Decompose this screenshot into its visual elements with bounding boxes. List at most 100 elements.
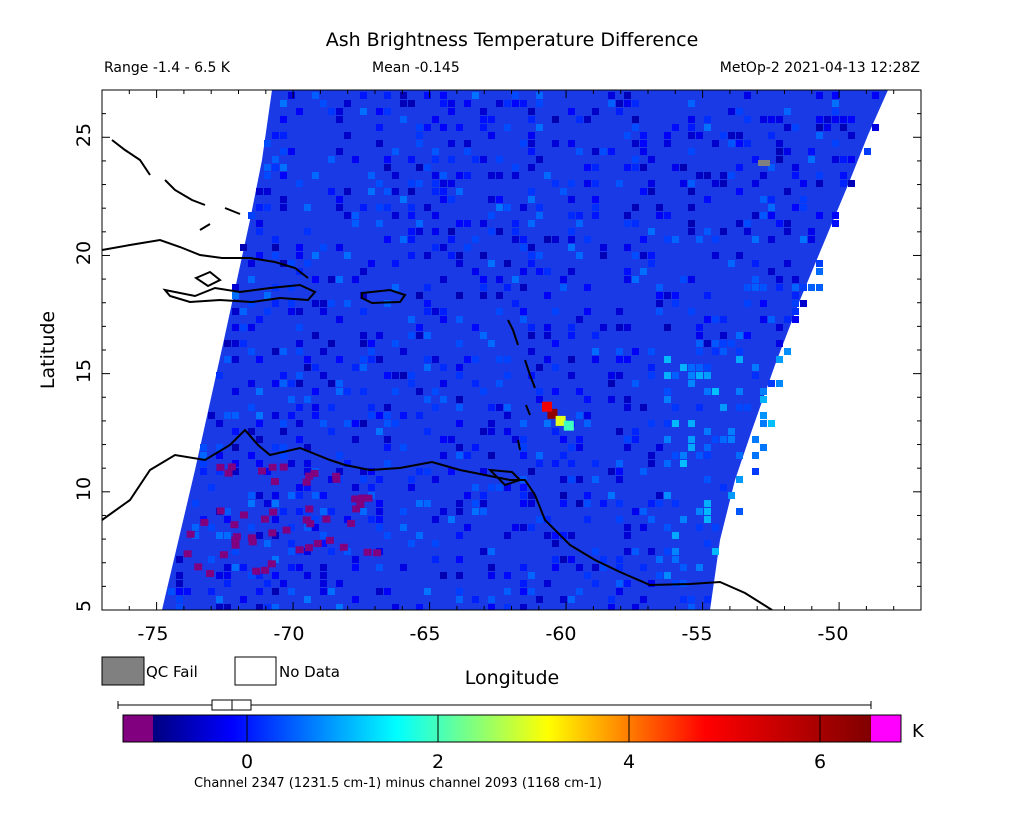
swath-pixel — [496, 276, 503, 283]
swath-pixel — [496, 100, 503, 107]
swath-pixel — [592, 548, 599, 555]
swath-pixel — [632, 140, 639, 147]
swath-pixel — [568, 108, 575, 115]
swath-pixel — [472, 596, 479, 603]
swath-pixel — [280, 116, 287, 123]
swath-pixel — [376, 564, 383, 571]
swath-pixel — [696, 236, 703, 243]
swath-pixel — [720, 484, 727, 491]
swath-pixel — [232, 308, 239, 315]
swath-pixel — [488, 172, 495, 179]
below-range-pixel — [305, 472, 314, 480]
swath-pixel — [816, 268, 823, 275]
swath-pixel — [768, 204, 775, 211]
swath-pixel — [576, 252, 583, 259]
swath-pixel — [240, 324, 247, 331]
swath-pixel — [688, 604, 695, 610]
swath-pixel — [392, 420, 399, 427]
y-tick-label: 20 — [73, 241, 95, 265]
swath-pixel — [464, 100, 471, 107]
swath-pixel — [776, 284, 783, 291]
swath-pixel — [384, 412, 391, 419]
swath-pixel — [312, 516, 319, 523]
swath-pixel — [808, 148, 815, 155]
swath-pixel — [536, 204, 543, 211]
swath-pixel — [776, 220, 783, 227]
swath-pixel — [464, 452, 471, 459]
swath-pixel — [368, 404, 375, 411]
satellite-time-label: MetOp-2 2021-04-13 12:28Z — [720, 60, 920, 76]
swath-pixel — [376, 140, 383, 147]
swath-pixel — [400, 372, 407, 379]
below-range-pixel — [305, 544, 314, 552]
swath-pixel — [304, 356, 311, 363]
swath-pixel — [392, 604, 399, 610]
swath-pixel — [304, 444, 311, 451]
swath-pixel — [456, 396, 463, 403]
swath-pixel — [224, 356, 231, 363]
swath-pixel — [640, 236, 647, 243]
swath-pixel — [624, 436, 631, 443]
swath-pixel — [840, 124, 847, 131]
below-range-pixel — [268, 463, 277, 471]
swath-pixel — [296, 492, 303, 499]
below-range-pixel — [260, 515, 269, 523]
swath-pixel — [504, 484, 511, 491]
below-range-pixel — [270, 477, 279, 485]
swath-pixel — [528, 572, 535, 579]
swath-pixel — [792, 292, 799, 299]
swath-pixel — [360, 308, 367, 315]
swath-pixel — [368, 260, 375, 267]
swath-pixel — [488, 404, 495, 411]
swath-pixel — [680, 516, 687, 523]
swath-pixel — [536, 452, 543, 459]
swath-pixel — [376, 500, 383, 507]
swath-pixel — [448, 516, 455, 523]
swath-pixel — [728, 172, 735, 179]
swath-pixel — [520, 580, 527, 587]
swath-pixel — [632, 508, 639, 515]
swath-pixel — [528, 108, 535, 115]
swath-pixel — [304, 524, 311, 531]
swath-pixel — [376, 180, 383, 187]
swath-pixel — [176, 572, 183, 579]
swath-pixel — [648, 228, 655, 235]
swath-pixel — [272, 348, 279, 355]
swath-pixel — [560, 596, 567, 603]
swath-pixel — [448, 468, 455, 475]
swath-pixel — [592, 476, 599, 483]
swath-pixel — [288, 540, 295, 547]
swath-pixel — [688, 420, 695, 427]
swath-pixel — [280, 260, 287, 267]
swath-pixel — [288, 308, 295, 315]
swath-pixel — [344, 516, 351, 523]
swath-pixel — [376, 588, 383, 595]
swath-pixel — [344, 212, 351, 219]
x-tick-label: -65 — [409, 623, 440, 645]
swath-pixel — [648, 260, 655, 267]
swath-pixel — [200, 444, 207, 451]
swath-pixel — [256, 604, 263, 610]
swath-pixel — [512, 524, 519, 531]
swath-pixel — [688, 308, 695, 315]
swath-pixel — [240, 596, 247, 603]
swath-pixel — [576, 476, 583, 483]
swath-pixel — [728, 492, 735, 499]
swath-pixel — [640, 268, 647, 275]
swath-pixel — [456, 292, 463, 299]
swath-pixel — [272, 444, 279, 451]
swath-pixel — [496, 204, 503, 211]
swath-pixel — [592, 356, 599, 363]
swath-pixel — [240, 244, 247, 251]
swath-pixel — [312, 276, 319, 283]
coastline-south-america — [102, 428, 773, 610]
swath-pixel — [176, 604, 183, 610]
swath-pixel — [352, 564, 359, 571]
swath-pixel — [488, 196, 495, 203]
swath-pixel — [840, 180, 847, 187]
swath-pixel — [488, 604, 495, 610]
swath-pixel — [664, 436, 671, 443]
swath-pixel — [696, 348, 703, 355]
swath-pixel — [520, 492, 527, 499]
swath-pixel — [216, 572, 223, 579]
